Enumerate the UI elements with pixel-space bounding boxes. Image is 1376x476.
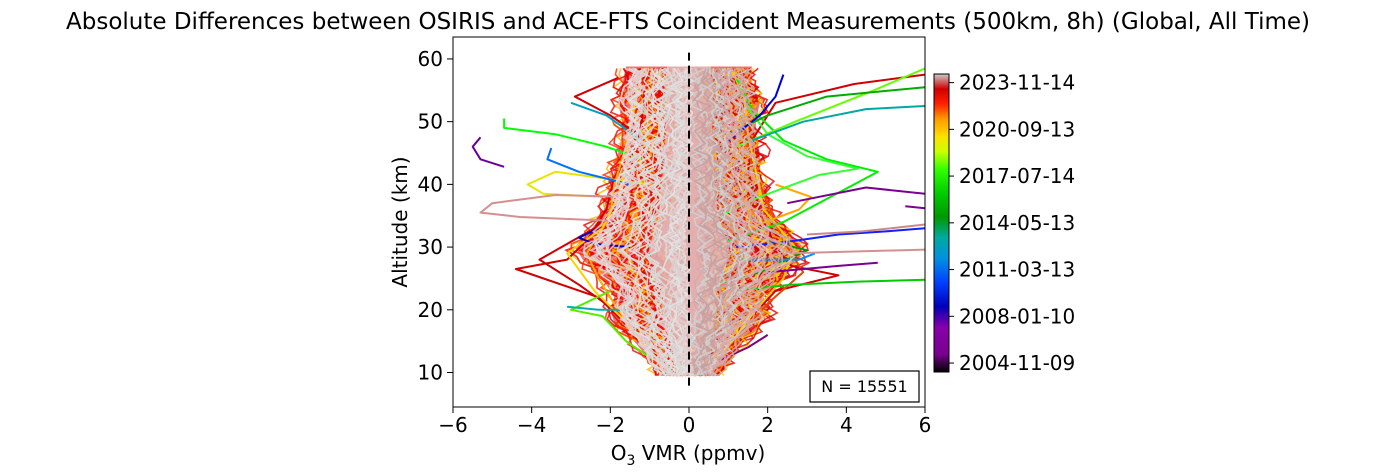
core-profile-line <box>594 68 667 377</box>
colorbar-tick-label: 2023-11-14 <box>959 71 1075 95</box>
series-line <box>751 105 925 142</box>
series-line <box>787 248 925 255</box>
series-line <box>905 205 925 210</box>
series-line <box>577 227 631 249</box>
series-line <box>503 118 643 161</box>
series-line <box>546 147 631 186</box>
core-profile-line <box>642 68 685 377</box>
core-profile-line <box>688 68 730 377</box>
y-tick-label: 40 <box>418 172 443 196</box>
core-profile-line <box>692 68 719 376</box>
x-axis-label-main: O <box>611 441 627 465</box>
y-tick-label: 60 <box>418 47 443 71</box>
core-profile-line <box>617 68 676 377</box>
plot-area <box>471 66 925 377</box>
colorbar-tick-label: 2014-05-13 <box>959 211 1075 235</box>
core-profile-line <box>644 67 685 377</box>
core-profile-line <box>705 67 763 376</box>
series-line <box>703 71 797 374</box>
core-profile-line <box>658 67 690 377</box>
colorbar: 2004-11-09 2008-01-10 2011-03-13 2014-05-13… <box>933 71 1075 375</box>
core-profile-line <box>693 67 738 377</box>
series-line <box>735 67 925 148</box>
y-tick-label: 30 <box>418 235 443 259</box>
series-line <box>479 194 627 222</box>
x-tick-label: −2 <box>596 413 625 437</box>
chart-title: Absolute Differences between OSIRIS and … <box>66 9 1310 35</box>
count-annotation: N = 15551 <box>809 370 920 403</box>
series-line <box>736 252 816 261</box>
x-tick-label: 6 <box>919 413 932 437</box>
core-profile-line <box>672 67 697 377</box>
profile-core <box>582 66 797 377</box>
profile-line <box>564 67 671 377</box>
core-profile-line <box>604 67 678 377</box>
count-annotation-box <box>809 370 920 403</box>
y-axis: 10 20 30 40 50 60 <box>418 47 453 385</box>
y-tick-label: 10 <box>418 361 443 385</box>
core-profile-line <box>710 68 770 377</box>
y-tick-label: 50 <box>418 110 443 134</box>
colorbar-tick-label: 2008-01-10 <box>959 304 1075 328</box>
series-line <box>471 136 505 168</box>
y-tick-label: 20 <box>418 298 443 322</box>
x-axis: −6 −4 −2 0 2 4 6 <box>438 407 931 437</box>
x-axis-label: O3 VMR (ppmv) <box>611 441 766 469</box>
core-profile-line <box>707 68 786 376</box>
core-profile-line <box>698 68 747 377</box>
colorbar-tick-label: 2011-03-13 <box>959 258 1075 282</box>
x-tick-label: −4 <box>517 413 546 437</box>
core-profile-line <box>708 68 794 376</box>
core-profile-line <box>662 67 689 377</box>
colorbar-tick-label: 2004-11-09 <box>959 351 1075 375</box>
colorbar-ticks: 2004-11-09 2008-01-10 2011-03-13 2014-05-13… <box>949 71 1075 375</box>
series-line <box>747 183 812 230</box>
series-line <box>727 77 879 242</box>
series-line <box>570 290 655 361</box>
x-tick-label: −6 <box>438 413 467 437</box>
colorbar-gradient <box>933 73 950 373</box>
colorbar-tick-label: 2017-07-14 <box>959 164 1075 188</box>
x-tick-label: 2 <box>761 413 774 437</box>
colorbar-tick-label: 2020-09-13 <box>959 117 1075 141</box>
core-profile-line <box>593 68 671 377</box>
y-axis-label: Altitude (km) <box>388 156 412 287</box>
series-line <box>767 261 878 274</box>
x-tick-label: 0 <box>683 413 696 437</box>
series-line <box>787 186 925 205</box>
core-profile-line <box>684 67 717 377</box>
x-tick-label: 4 <box>840 413 853 437</box>
x-axis-label-subscript: 3 <box>626 453 635 469</box>
core-profile-line <box>627 67 683 376</box>
core-profile-line <box>695 68 739 376</box>
x-axis-label-rest: VMR (ppmv) <box>635 441 765 465</box>
count-annotation-text: N = 15551 <box>821 377 907 396</box>
core-profile-line <box>670 68 696 377</box>
series-line <box>806 223 925 236</box>
core-profile-line <box>694 67 753 377</box>
